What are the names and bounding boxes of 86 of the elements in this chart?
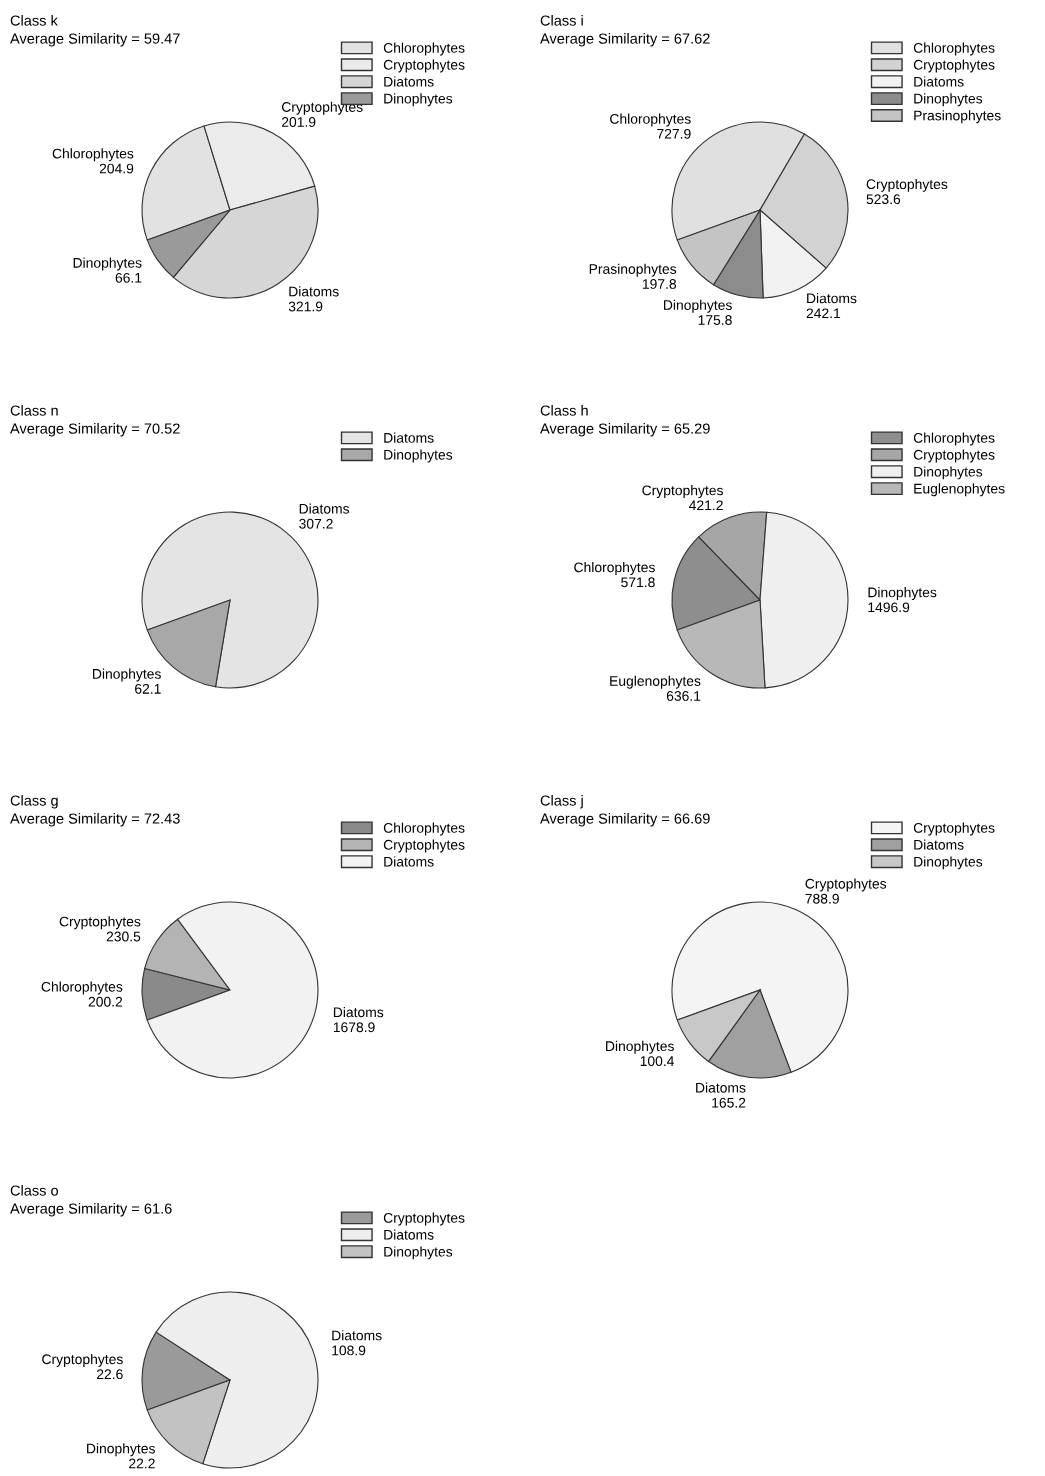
data-label: 201.9 xyxy=(281,117,316,127)
data-label: 175.8 xyxy=(698,315,732,325)
slice-label: Dinophytes xyxy=(664,299,732,313)
legend-label: Dinophytes xyxy=(914,856,983,870)
slice-label: Dinophytes xyxy=(606,1040,674,1054)
data-label: 197.8 xyxy=(642,279,677,289)
data-label: 242.1 xyxy=(806,308,841,319)
chart-subtitle: Average Similarity = 66.69 xyxy=(540,813,710,827)
data-label: 62.1 xyxy=(135,683,161,694)
slice-label: Chlorophytes xyxy=(52,148,134,162)
chart-subtitle: Average Similarity = 65.29 xyxy=(540,423,710,437)
chart-title: Class h xyxy=(540,405,588,416)
legend-label: Euglenophytes xyxy=(914,483,1005,497)
slice-label: Cryptophytes xyxy=(642,485,723,499)
legend-label: Prasinophytes xyxy=(914,110,1001,124)
chart-title: Class i xyxy=(540,15,583,26)
chart-title: Class j xyxy=(540,795,583,809)
legend-label: Dinophytes xyxy=(384,93,453,107)
slice-label: Dinophytes xyxy=(93,668,161,682)
slice-label: Euglenophytes xyxy=(610,675,701,689)
legend-label: Cryptophytes xyxy=(383,1212,465,1226)
slice-label: Diatoms xyxy=(332,1330,382,1341)
legend-label: Chlorophytes xyxy=(383,822,465,836)
slice-label: Diatoms xyxy=(299,503,350,514)
chart-title: Class o xyxy=(10,1185,59,1196)
chart-subtitle: Average Similarity = 59.47 xyxy=(10,33,180,47)
legend-label: Dinophytes xyxy=(384,449,453,463)
legend-label: Dinophytes xyxy=(914,93,983,107)
slice-label: Cryptophytes xyxy=(866,178,948,192)
legend-label: Dinophytes xyxy=(384,1246,453,1260)
slice-label: Cryptophytes xyxy=(42,1353,123,1367)
chart-subtitle: Average Similarity = 70.52 xyxy=(10,423,180,437)
legend-label: Cryptophytes xyxy=(913,449,995,463)
slice-label: Dinophytes xyxy=(868,587,937,601)
chart-title: Class n xyxy=(10,405,58,416)
slice-label: Cryptophytes xyxy=(59,916,141,930)
legend-label: Cryptophytes xyxy=(383,59,465,73)
chart-subtitle: Average Similarity = 61.6 xyxy=(10,1203,172,1217)
data-label: 204.9 xyxy=(99,163,134,174)
legend-label: Diatoms xyxy=(914,76,964,87)
legend-label: Diatoms xyxy=(384,432,434,443)
legend-label: Chlorophytes xyxy=(913,42,995,56)
slice-label: Chlorophytes xyxy=(574,562,655,575)
slice-label: Cryptophytes xyxy=(281,101,363,115)
data-label: 230.5 xyxy=(106,931,141,942)
data-label: 108.9 xyxy=(332,1345,366,1356)
legend-label: Diatoms xyxy=(384,1229,434,1240)
data-label: 571.8 xyxy=(621,577,655,588)
slice-label: Diatoms xyxy=(289,286,339,297)
legend-label: Diatoms xyxy=(384,76,434,87)
data-label: 200.2 xyxy=(88,996,123,1007)
data-label: 22.2 xyxy=(129,1458,155,1469)
data-label: 321.9 xyxy=(288,301,323,312)
slice-label: Cryptophytes xyxy=(805,878,887,892)
data-label: 727.9 xyxy=(657,128,691,139)
legend-label: Cryptophytes xyxy=(913,59,995,73)
legend-label: Chlorophytes xyxy=(913,432,995,446)
chart-subtitle: Average Similarity = 67.62 xyxy=(540,33,710,47)
slice-label: Chlorophytes xyxy=(41,981,123,995)
data-label: 165.2 xyxy=(712,1097,746,1108)
slice-label: Dinophytes xyxy=(87,1443,155,1457)
data-label: 421.2 xyxy=(689,500,723,511)
data-label: 1496.9 xyxy=(868,602,910,613)
data-label: 788.9 xyxy=(805,893,839,904)
legend-label: Cryptophytes xyxy=(383,839,465,853)
data-label: 636.1 xyxy=(666,691,701,701)
data-label: 66.1 xyxy=(115,272,142,283)
slice-label: Diatoms xyxy=(696,1082,746,1093)
chart-title: Class k xyxy=(10,15,58,26)
data-label: 523.6 xyxy=(866,194,901,205)
slice-label: Prasinophytes xyxy=(589,263,677,277)
legend-label: Dinophytes xyxy=(914,466,983,480)
chart-title: Class g xyxy=(10,795,58,809)
slice-label: Diatoms xyxy=(807,293,857,304)
data-label: 307.2 xyxy=(299,518,333,529)
legend-label: Chlorophytes xyxy=(383,42,465,56)
data-label: 22.6 xyxy=(96,1369,123,1380)
legend-label: Diatoms xyxy=(914,839,964,850)
legend-label: Diatoms xyxy=(384,856,434,867)
slice-label: Diatoms xyxy=(333,1006,384,1018)
data-label: 1678.9 xyxy=(333,1022,375,1033)
data-label: 100.4 xyxy=(640,1056,675,1067)
slice-label: Chlorophytes xyxy=(610,113,691,127)
legend-label: Cryptophytes xyxy=(913,822,995,836)
chart-subtitle: Average Similarity = 72.43 xyxy=(10,813,180,827)
slice-label: Dinophytes xyxy=(73,257,142,271)
